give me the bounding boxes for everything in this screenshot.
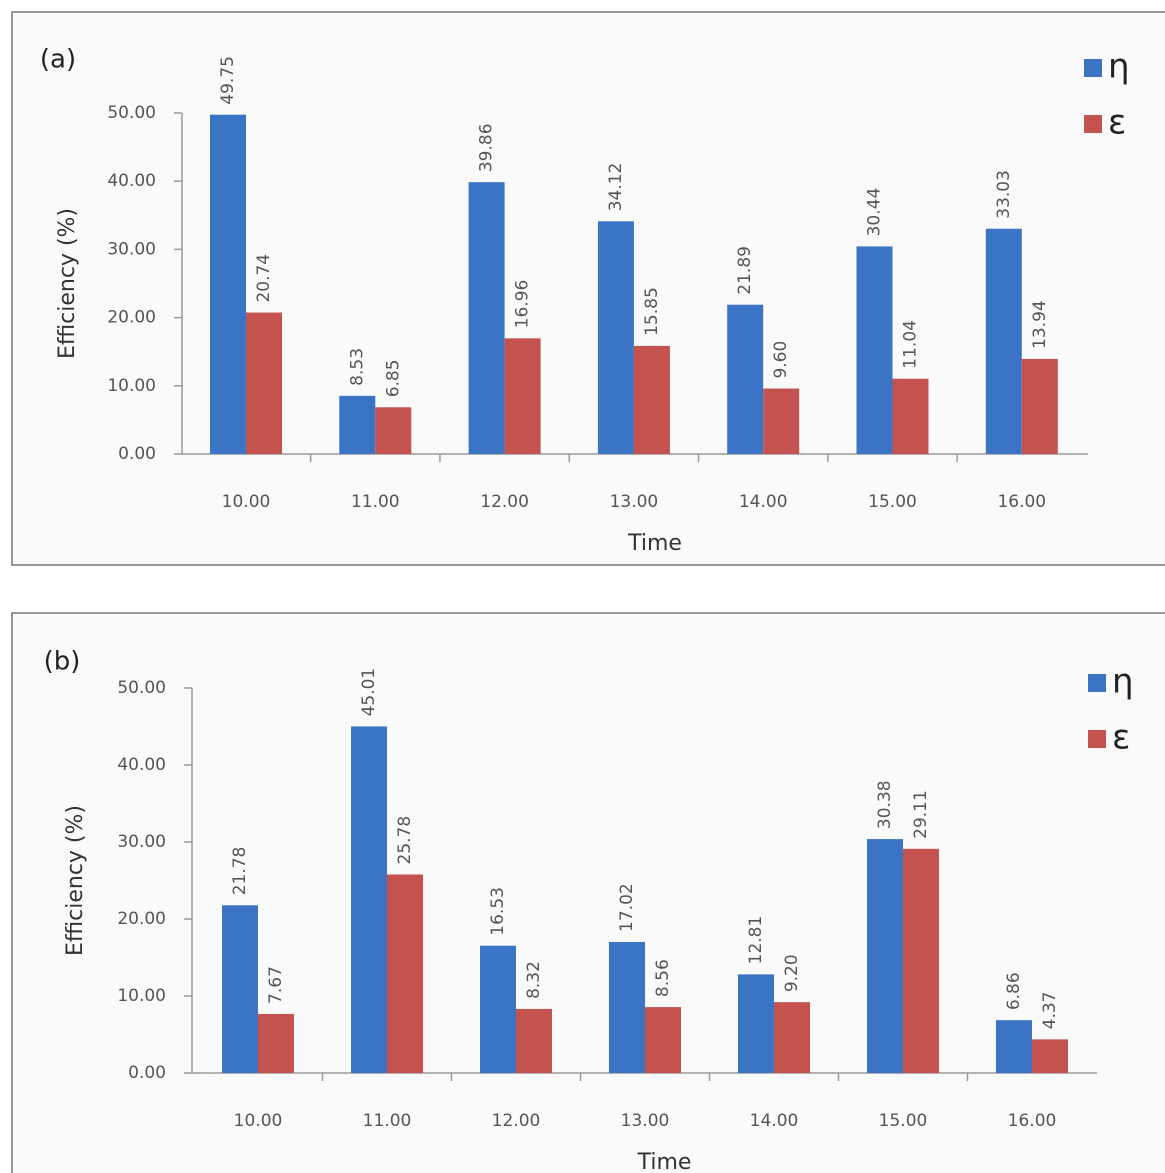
bar [903,848,939,1073]
legend-swatch [1088,674,1106,692]
y-axis-label: Efficiency (%) [55,208,80,359]
value-label: 8.53 [347,348,367,386]
value-label: 11.04 [901,320,921,369]
value-label: 8.32 [524,961,544,999]
bar [727,304,764,454]
value-label: 6.85 [383,359,403,397]
bar [738,974,774,1073]
y-tick-label: 20.00 [107,308,156,328]
bar [516,1008,552,1073]
bar [867,839,903,1073]
x-tick-label: 14.00 [750,1111,799,1131]
x-axis-label: Time [637,1150,692,1173]
y-tick-label: 10.00 [107,376,156,396]
bar [339,395,376,454]
bar [222,905,258,1073]
y-tick-label: 0.00 [128,1063,166,1083]
panel-label: (b) [44,647,81,677]
bar [246,312,282,454]
y-tick-label: 30.00 [117,832,166,852]
value-label: 7.67 [266,966,286,1004]
value-label: 45.01 [359,668,379,717]
value-label: 8.56 [653,959,673,997]
value-label: 34.12 [606,163,626,212]
legend-label: ε [1108,103,1126,143]
value-label: 15.85 [642,287,662,336]
value-label: 13.94 [1030,300,1050,349]
x-tick-label: 15.00 [868,492,917,512]
bar [597,221,634,454]
y-axis-label: Efficiency (%) [63,805,88,956]
value-label: 16.53 [488,887,508,936]
legend-label: η [1112,662,1134,702]
y-tick-label: 0.00 [118,444,156,464]
bar [210,114,246,454]
value-label: 30.44 [865,188,885,237]
value-label: 20.74 [254,254,274,303]
legend-swatch [1084,59,1102,77]
y-tick-label: 30.00 [107,239,156,259]
y-tick-label: 50.00 [107,103,156,123]
bar [258,1013,294,1073]
legend-swatch [1084,115,1102,133]
x-tick-label: 12.00 [480,492,529,512]
value-label: 30.38 [875,780,895,829]
value-label: 17.02 [617,883,637,932]
y-tick-label: 40.00 [117,755,166,775]
x-tick-label: 10.00 [222,492,271,512]
bar [985,228,1022,454]
x-tick-label: 10.00 [234,1111,283,1131]
bar [763,388,800,454]
y-tick-label: 40.00 [107,171,156,191]
x-tick-label: 16.00 [1008,1111,1057,1131]
value-label: 25.78 [395,816,415,865]
panel-frame [11,11,1165,566]
bar [609,941,645,1073]
value-label: 21.78 [230,847,250,896]
legend-label: η [1108,47,1130,87]
bar [504,338,541,454]
bar [856,246,893,454]
panel-label: (a) [40,45,76,75]
y-tick-label: 20.00 [117,909,166,929]
x-tick-label: 11.00 [363,1111,412,1131]
value-label: 33.03 [994,170,1014,219]
x-axis-label: Time [627,531,682,556]
x-tick-label: 13.00 [621,1111,670,1131]
value-label: 9.20 [782,954,802,992]
value-label: 9.60 [771,341,791,379]
legend-swatch [1088,730,1106,748]
bar [387,874,423,1073]
value-label: 6.86 [1004,972,1024,1010]
bar [351,726,387,1073]
value-label: 21.89 [735,246,755,295]
bar [468,182,505,455]
panel-frame [11,612,1165,1173]
value-label: 16.96 [513,280,533,329]
x-tick-label: 14.00 [739,492,788,512]
value-label: 49.75 [218,56,238,105]
value-label: 4.37 [1040,991,1060,1029]
value-label: 39.86 [477,123,497,172]
x-tick-label: 13.00 [610,492,659,512]
bar [892,378,929,454]
bar [375,407,412,454]
value-label: 29.11 [911,790,931,839]
x-tick-label: 15.00 [879,1111,928,1131]
y-tick-label: 50.00 [117,678,166,698]
bar [645,1007,681,1073]
bar [1021,358,1058,454]
y-tick-label: 10.00 [117,986,166,1006]
bar [633,345,670,454]
bar [1032,1039,1068,1073]
bar [774,1002,810,1073]
value-label: 12.81 [746,916,766,965]
bar [480,945,516,1073]
x-tick-label: 11.00 [351,492,400,512]
x-tick-label: 16.00 [997,492,1046,512]
x-tick-label: 12.00 [492,1111,541,1131]
legend-label: ε [1112,718,1130,758]
bar [996,1020,1032,1073]
